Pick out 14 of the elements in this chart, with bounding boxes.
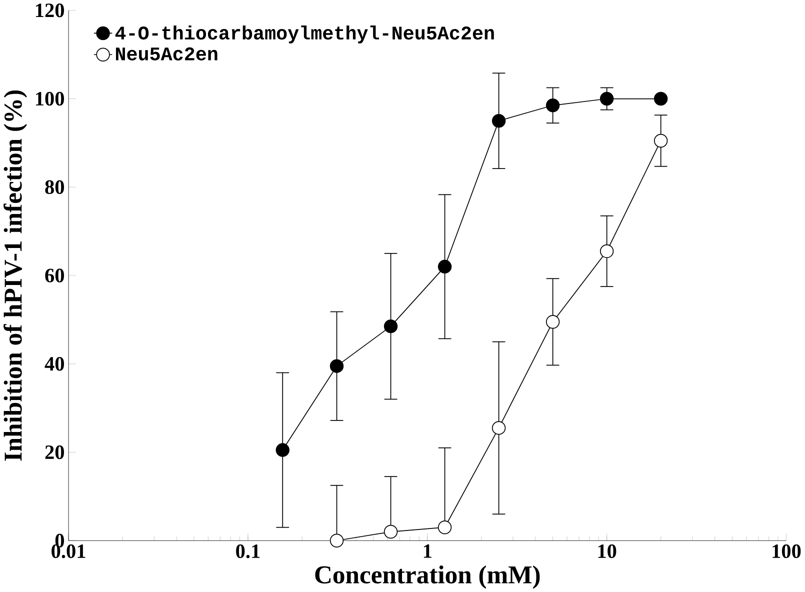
x-tick-label: 100: [772, 544, 801, 558]
x-axis-title: Concentration (mM): [315, 565, 540, 589]
legend-label: 4-O-thiocarbamoylmethyl-Neu5Ac2en: [115, 25, 494, 44]
y-tick-label: 120: [36, 3, 64, 18]
x-tick-label: 1: [424, 544, 432, 558]
y-tick-label: 40: [44, 356, 64, 371]
y-axis-title: Inhibition of hPIV-1 infection (%): [4, 90, 28, 461]
y-tick-label: 20: [45, 445, 64, 459]
y-tick-label: 60: [45, 268, 64, 282]
x-tick-label: 10: [598, 544, 616, 558]
legend-label: Neu5Ac2en: [116, 47, 218, 60]
y-tick-label: 100: [36, 92, 64, 106]
x-tick-label: 0.1: [236, 544, 260, 558]
y-tick-label: 80: [45, 180, 64, 194]
